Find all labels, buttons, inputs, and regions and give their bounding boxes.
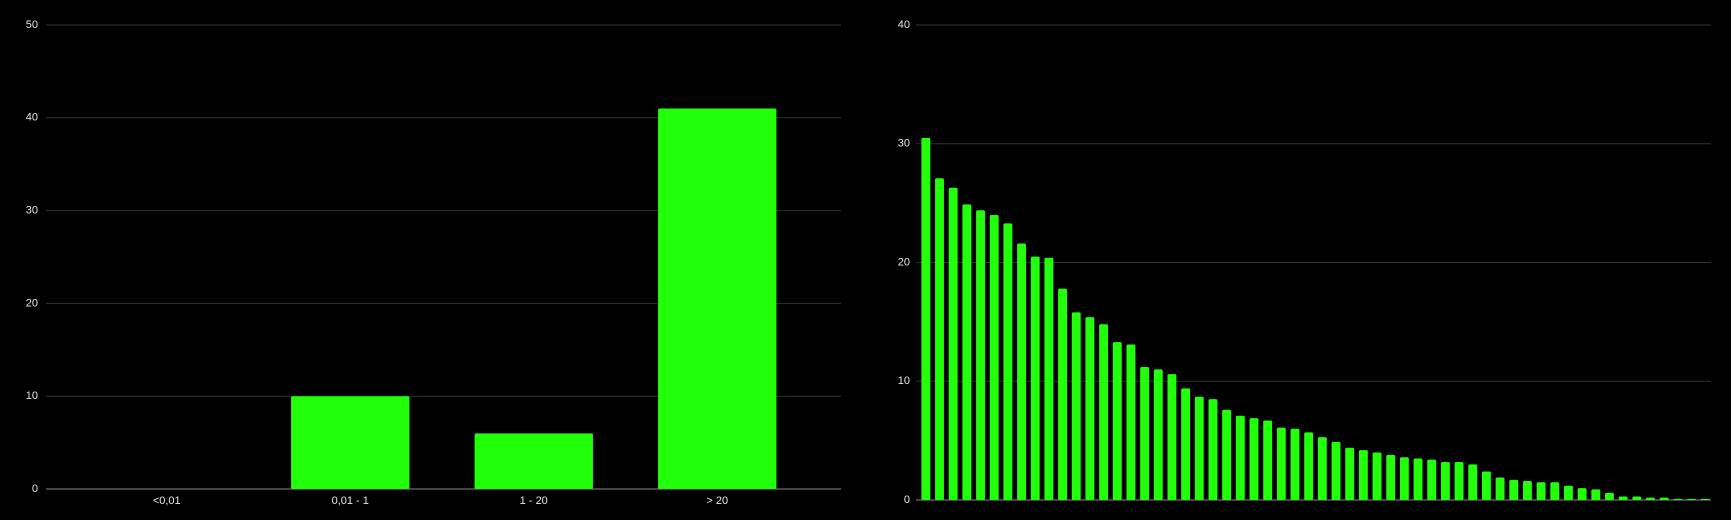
bar — [1222, 409, 1232, 500]
bar — [1522, 481, 1532, 500]
y-tick-label: 20 — [898, 256, 910, 268]
bar — [1413, 458, 1423, 500]
bar — [1591, 489, 1601, 500]
bar — [1605, 492, 1614, 500]
bar — [1112, 342, 1122, 500]
bar — [658, 108, 777, 490]
bar — [989, 215, 999, 500]
bar — [1058, 288, 1068, 500]
bar — [1659, 497, 1669, 500]
bar — [1140, 367, 1150, 500]
bar — [1536, 482, 1546, 500]
y-tick-label: 10 — [26, 390, 38, 402]
bar — [1085, 317, 1095, 500]
bar — [1304, 432, 1314, 500]
bar — [1427, 459, 1437, 500]
bar — [1577, 488, 1587, 500]
bar — [1249, 418, 1259, 500]
y-tick-label: 20 — [26, 297, 38, 309]
bar — [1276, 427, 1286, 500]
bar — [1440, 462, 1450, 500]
bar — [1358, 450, 1368, 500]
bar — [1468, 464, 1478, 500]
bar — [1563, 485, 1573, 500]
bar — [1071, 312, 1081, 500]
bar — [1618, 496, 1628, 500]
bar — [1044, 257, 1054, 500]
bar — [948, 187, 958, 500]
bar — [474, 433, 593, 489]
bar — [1700, 498, 1710, 500]
bar — [1399, 457, 1409, 500]
bar — [1194, 396, 1204, 500]
bar — [1167, 374, 1177, 500]
x-tick-label: > 20 — [706, 495, 728, 507]
bar — [921, 137, 931, 500]
bar — [1495, 477, 1505, 500]
y-tick-label: 10 — [898, 375, 910, 387]
bar — [291, 396, 410, 489]
bar — [1345, 447, 1355, 500]
bar — [1208, 399, 1218, 500]
bar — [1386, 454, 1396, 500]
y-tick-label: 50 — [26, 19, 38, 31]
bar — [1099, 324, 1109, 500]
bar — [962, 204, 972, 500]
bar — [1017, 243, 1026, 500]
bar — [1290, 428, 1300, 500]
y-tick-label: 30 — [898, 138, 910, 150]
bar — [935, 178, 944, 500]
bar — [1372, 452, 1382, 500]
bar — [1687, 498, 1696, 500]
bar — [1632, 496, 1642, 500]
bar — [1550, 482, 1560, 500]
bar — [1263, 420, 1273, 500]
y-tick-label: 0 — [904, 494, 910, 506]
bar — [1646, 497, 1655, 500]
x-tick-label: 0,01 - 1 — [332, 495, 369, 507]
bar — [976, 210, 985, 500]
y-tick-label: 40 — [898, 19, 910, 31]
bar — [1454, 462, 1464, 500]
bar — [1331, 441, 1341, 500]
bar — [1235, 415, 1245, 500]
x-tick-label: <0,01 — [153, 495, 181, 507]
x-tick-label: 1 - 20 — [520, 495, 548, 507]
y-tick-label: 30 — [26, 205, 38, 217]
bar — [1030, 256, 1040, 500]
bar — [1153, 369, 1163, 500]
bar — [1317, 437, 1327, 500]
bar — [1481, 471, 1491, 500]
y-tick-label: 0 — [32, 483, 38, 495]
bar — [1003, 223, 1013, 500]
bar — [1126, 344, 1136, 500]
y-tick-label: 40 — [26, 112, 38, 124]
bar — [1673, 498, 1683, 500]
bar — [1509, 479, 1519, 500]
bar — [1181, 388, 1191, 500]
